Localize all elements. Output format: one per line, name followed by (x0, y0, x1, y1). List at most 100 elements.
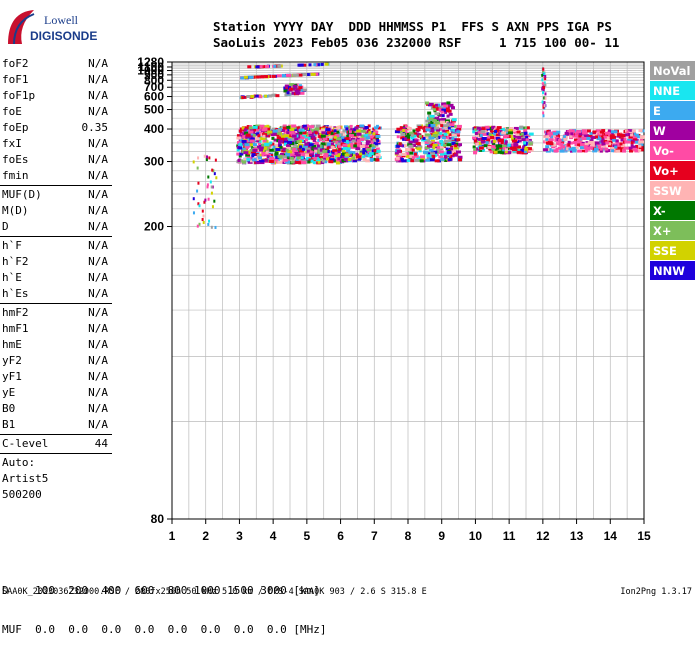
echo-point (436, 141, 441, 145)
echo-point (312, 156, 318, 160)
echo-point (512, 148, 518, 152)
echo-point (288, 138, 293, 142)
echo-point (373, 126, 378, 130)
echo-point (251, 146, 255, 150)
echo-point (307, 160, 311, 164)
echo-point (528, 142, 533, 146)
echo-point (449, 103, 454, 107)
echo-point (455, 150, 461, 154)
param-value: 44 (94, 437, 108, 450)
echo-point (270, 153, 274, 157)
echo-point (323, 156, 328, 160)
echo-point (301, 161, 307, 165)
echo-point (320, 62, 324, 66)
param-row: hmF1 N/A (0, 321, 112, 337)
echo-point (316, 144, 320, 148)
echo-point (252, 133, 256, 137)
echo-point (355, 147, 361, 151)
echo-point (437, 136, 441, 140)
echo-point (407, 126, 411, 130)
echo-point (446, 123, 451, 127)
echo-point (544, 77, 547, 81)
echo-point (440, 110, 444, 114)
echo-point (272, 145, 276, 149)
echo-point (505, 148, 509, 152)
param-row: foF1 N/A (0, 72, 112, 88)
echo-point (269, 141, 273, 145)
echo-point (267, 144, 271, 148)
echo-point (567, 143, 571, 147)
echo-point (291, 134, 297, 138)
echo-point (372, 138, 376, 142)
echo-point (635, 139, 639, 143)
echo-point (249, 159, 253, 163)
echo-point (418, 134, 422, 138)
echo-point (262, 134, 266, 138)
echo-point (525, 134, 531, 138)
echo-point (633, 146, 638, 150)
param-name: yF2 (2, 354, 22, 367)
echo-point (246, 95, 251, 99)
echo-point (236, 152, 240, 156)
echo-point (192, 160, 195, 164)
echo-point (236, 144, 240, 148)
echo-point (328, 160, 334, 164)
param-value: N/A (88, 153, 108, 166)
echo-point (298, 128, 303, 132)
echo-point (439, 145, 445, 149)
echo-point (429, 144, 433, 148)
echo-point (257, 134, 261, 138)
echo-point (277, 158, 281, 162)
echo-point (207, 222, 210, 226)
param-row: M(D) N/A (0, 203, 112, 219)
echo-point (451, 149, 457, 153)
echo-point (245, 129, 249, 133)
echo-point (359, 152, 363, 156)
echo-point (495, 146, 499, 150)
legend-item: Vo- (650, 141, 695, 161)
echo-point (478, 146, 484, 150)
echo-point (434, 126, 440, 130)
echo-point (623, 130, 627, 134)
echo-point (337, 137, 343, 141)
echo-point (318, 135, 323, 139)
echo-point (547, 131, 553, 135)
echo-point (370, 140, 374, 144)
echo-point (542, 103, 545, 107)
echo-point (304, 126, 308, 130)
echo-point (496, 150, 502, 154)
param-row: yE N/A (0, 385, 112, 401)
param-name: MUF(D) (2, 188, 42, 201)
echo-point (293, 150, 299, 154)
echo-point (204, 198, 207, 202)
echo-point (446, 101, 451, 105)
echo-point (347, 144, 351, 148)
echo-point (327, 145, 333, 149)
param-row: foF2 N/A (0, 56, 112, 72)
echo-point (285, 153, 291, 157)
echo-point (239, 138, 243, 142)
echo-point (424, 101, 429, 105)
echo-point (277, 64, 282, 68)
echo-point (354, 126, 359, 130)
echo-point (586, 136, 591, 140)
echo-point (310, 129, 315, 133)
echo-point (334, 151, 338, 155)
echo-point (394, 151, 399, 155)
echo-point (551, 145, 556, 149)
echo-point (622, 137, 627, 141)
echo-point (245, 126, 251, 130)
echo-point (499, 130, 503, 134)
echo-point (275, 148, 281, 152)
echo-point (365, 142, 370, 146)
echo-point (430, 152, 436, 156)
echo-point (264, 127, 268, 131)
echo-point (514, 150, 518, 154)
echo-point (638, 144, 642, 148)
echo-point (473, 128, 477, 132)
echo-point (607, 134, 613, 138)
echo-point (581, 149, 585, 153)
echo-point (263, 146, 267, 150)
echo-point (208, 156, 211, 160)
echo-point (350, 137, 356, 141)
